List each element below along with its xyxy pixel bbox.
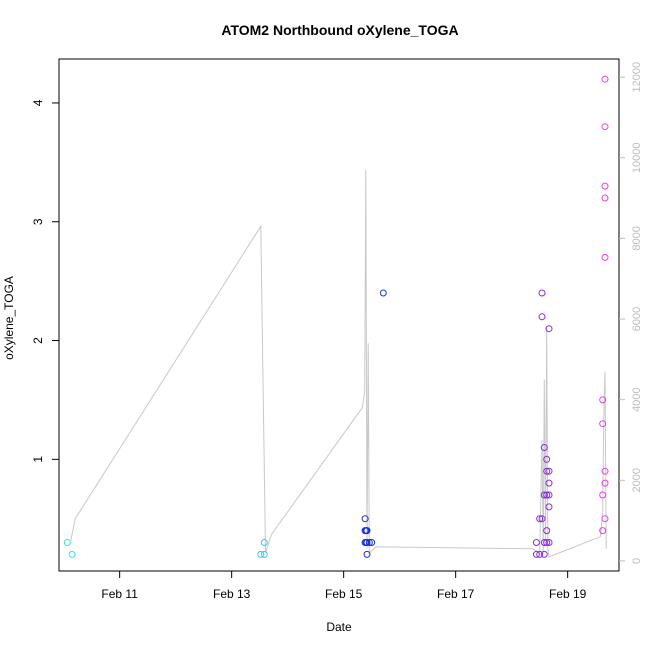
- data-point: [540, 550, 548, 558]
- data-point: [538, 515, 546, 523]
- data-point: [536, 550, 544, 558]
- data-point: [543, 467, 551, 475]
- data-point: [68, 550, 76, 558]
- y-tick-label: 1: [31, 456, 45, 463]
- y-tick-label: 2: [31, 337, 45, 344]
- data-point: [545, 467, 553, 475]
- data-point: [536, 515, 544, 523]
- x-tick-label: Feb 15: [325, 587, 363, 601]
- y-axis: 1 2 3 4: [31, 99, 59, 463]
- data-point: [260, 550, 268, 558]
- secondary-y-tick-label: 10000: [631, 142, 643, 173]
- data-point: [599, 396, 607, 404]
- data-point: [545, 539, 553, 546]
- data-point: [545, 491, 553, 499]
- data-point: [363, 550, 371, 558]
- x-tick-label: Feb 13: [213, 587, 251, 601]
- x-axis: Feb 11 Feb 13 Feb 15 Feb 17 Feb 19: [101, 571, 587, 601]
- y-tick-label: 4: [31, 99, 45, 106]
- secondary-y-tick-label: 12000: [631, 62, 643, 93]
- data-point: [599, 491, 607, 499]
- data-point: [599, 527, 607, 535]
- data-point: [63, 539, 71, 546]
- data-point: [601, 123, 609, 131]
- data-point: [540, 444, 548, 451]
- data-point: [545, 503, 553, 511]
- y-tick-label: 3: [31, 218, 45, 225]
- data-point: [532, 539, 540, 546]
- x-tick-label: Feb 17: [437, 587, 475, 601]
- y-axis-label: oXylene_TOGA: [2, 276, 16, 360]
- data-point: [601, 194, 609, 202]
- data-point: [532, 550, 540, 558]
- data-point: [545, 325, 553, 333]
- data-point: [601, 515, 609, 523]
- data-point: [368, 539, 376, 546]
- data-point: [538, 289, 546, 297]
- data-point: [601, 75, 609, 83]
- x-tick-label: Feb 11: [101, 587, 138, 601]
- data-point: [601, 479, 609, 487]
- data-point: [601, 253, 609, 261]
- data-point: [540, 491, 548, 499]
- data-point: [540, 539, 548, 546]
- data-points: [63, 75, 609, 558]
- secondary-y-tick-label: 6000: [631, 307, 643, 331]
- data-point: [363, 539, 371, 546]
- data-point: [365, 539, 373, 546]
- secondary-y-tick-label: 4000: [631, 387, 643, 411]
- data-point: [601, 467, 609, 475]
- data-point: [601, 182, 609, 190]
- data-point: [363, 527, 371, 535]
- series-line: [70, 169, 607, 558]
- plot-frame: [58, 58, 620, 572]
- data-point: [543, 539, 551, 546]
- x-tick-label: Feb 19: [549, 587, 587, 601]
- data-point: [361, 515, 369, 523]
- data-point: [543, 491, 551, 499]
- data-point: [379, 289, 387, 297]
- data-point: [260, 539, 268, 546]
- data-point: [257, 550, 265, 558]
- data-point: [543, 527, 551, 535]
- chart-title: ATOM2 Northbound oXylene_TOGA: [221, 22, 458, 38]
- data-point: [538, 313, 546, 321]
- data-point: [545, 479, 553, 487]
- secondary-y-tick-label: 8000: [631, 226, 643, 250]
- data-point: [599, 420, 607, 428]
- secondary-series-line: [70, 169, 607, 558]
- x-axis-label: Date: [326, 620, 352, 634]
- data-point: [543, 455, 551, 463]
- secondary-y-tick-label: 2000: [631, 468, 643, 492]
- secondary-y-tick-label: 0: [631, 558, 643, 564]
- secondary-y-axis: 0 2000 4000 6000 8000 10000 12000: [619, 62, 643, 564]
